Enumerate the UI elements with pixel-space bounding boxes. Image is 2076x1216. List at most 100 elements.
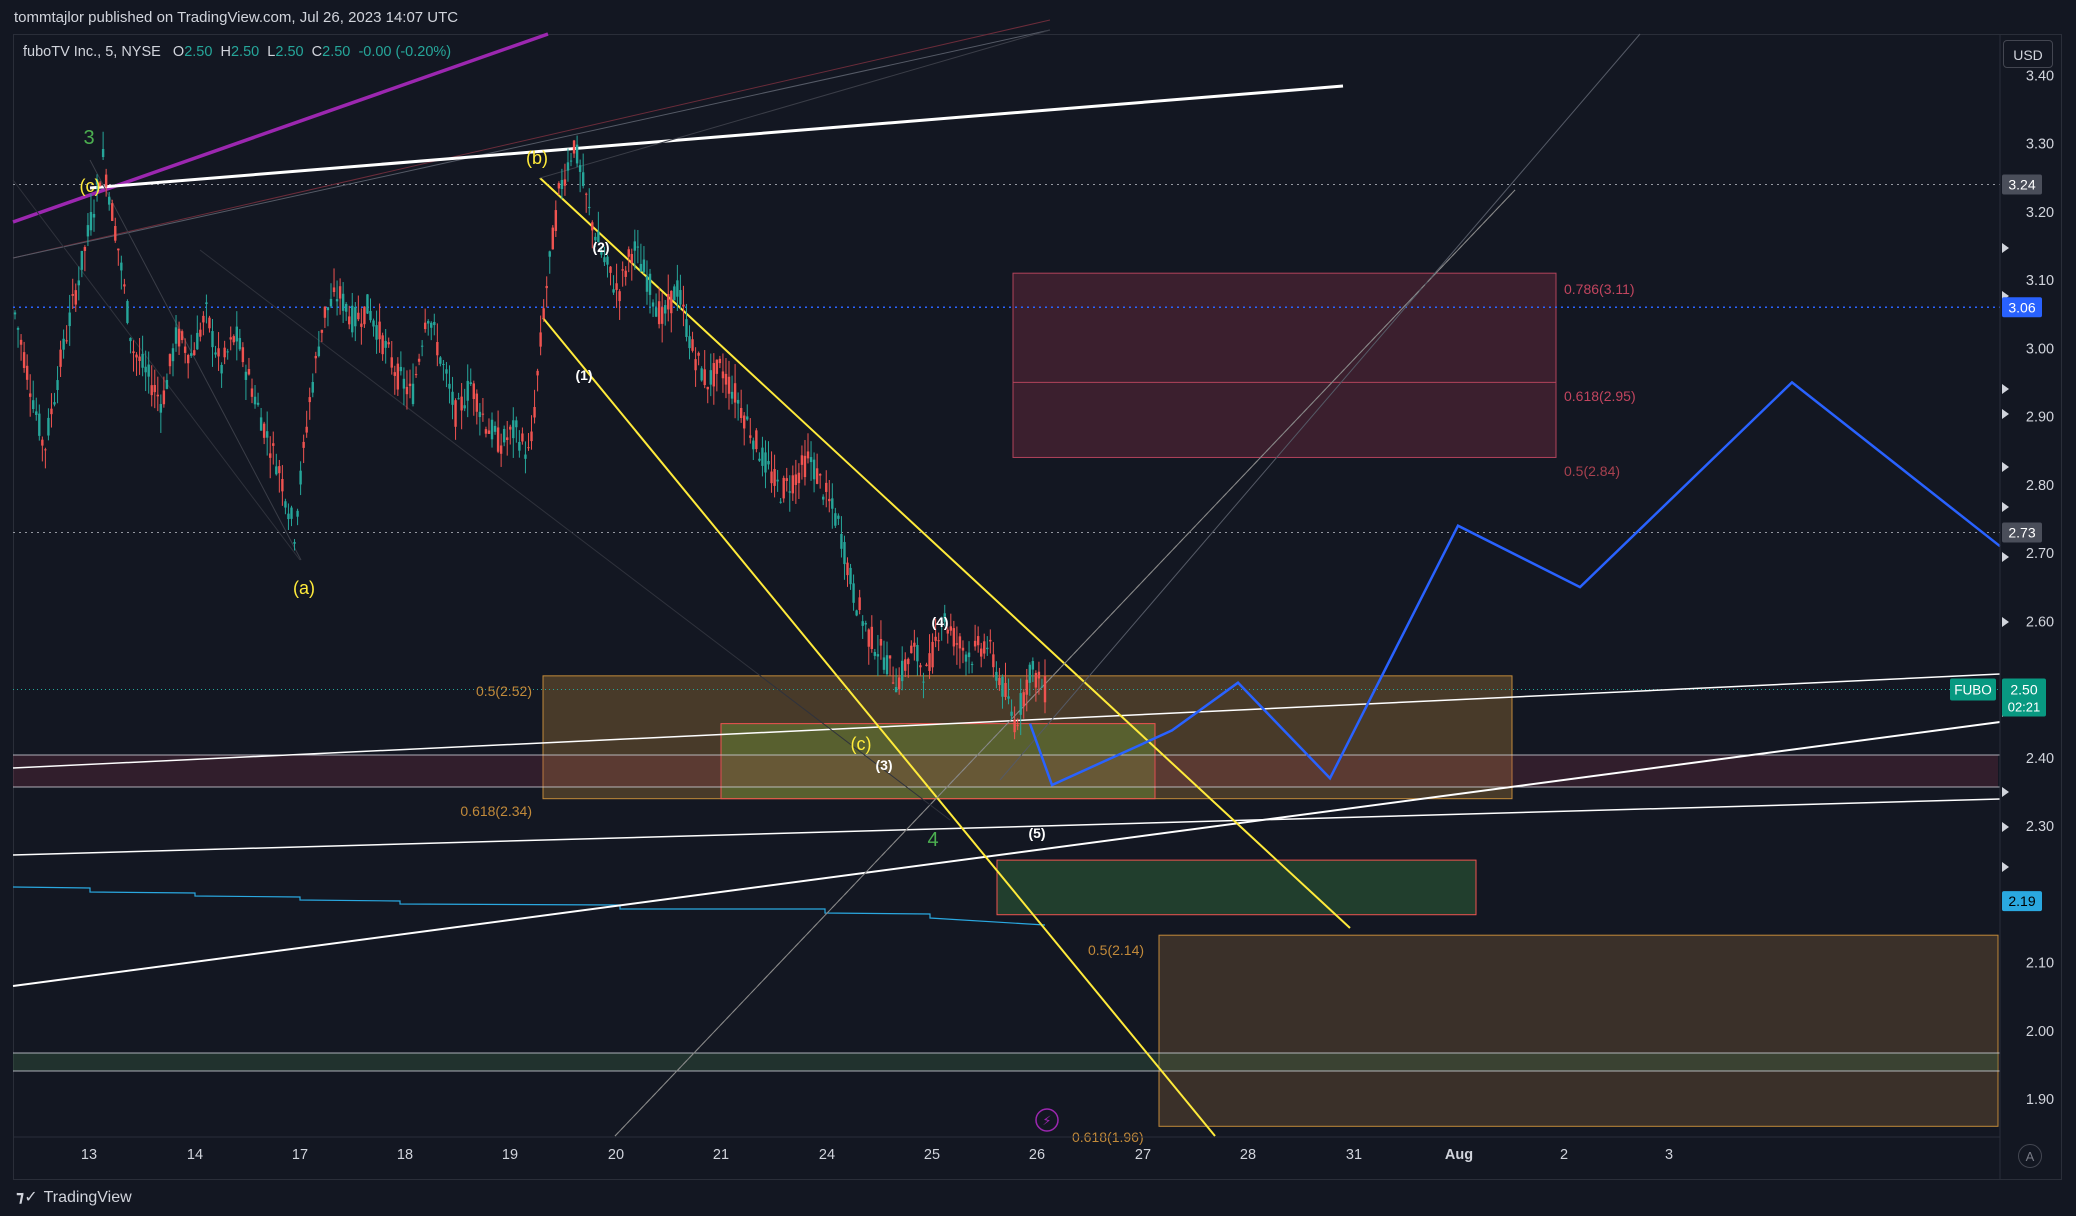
- high-label: H: [220, 44, 231, 60]
- x-tick-label: 26: [1029, 1147, 1045, 1163]
- candle-body: [129, 337, 132, 342]
- candle-body: [32, 400, 35, 410]
- candle-body: [664, 305, 667, 314]
- candle-body: [1037, 671, 1041, 679]
- trend-line: [199, 249, 951, 821]
- candle-body: [654, 307, 658, 317]
- candle-body: [922, 681, 925, 683]
- candle-body: [925, 664, 928, 667]
- candle-body: [293, 542, 296, 544]
- symbol-legend: fuboTV Inc., 5, NYSE O2.50 H2.50 L2.50 C…: [23, 44, 451, 60]
- x-tick-label: 24: [819, 1147, 835, 1163]
- candle-body: [524, 454, 527, 459]
- candle-body: [1004, 682, 1007, 697]
- candle-body: [86, 225, 90, 237]
- trend-lines: [12, 19, 2001, 1137]
- axis-marker: [2002, 822, 2009, 832]
- green-band: [13, 1053, 1998, 1071]
- fib-label: 0.786(3.11): [1564, 281, 1635, 297]
- auto-scale-button[interactable]: A: [2018, 1144, 2042, 1168]
- candle-body: [281, 478, 284, 492]
- candle-body: [430, 322, 433, 328]
- candle-body: [104, 174, 108, 187]
- candle-body: [992, 654, 995, 668]
- axis-marker: [2002, 502, 2009, 512]
- candle-body: [62, 338, 65, 350]
- candle-body: [35, 411, 38, 415]
- candle-body: [998, 677, 1001, 686]
- dashed-diagonal: [614, 189, 1516, 1137]
- candle-body: [594, 236, 597, 241]
- candle-body: [743, 415, 746, 429]
- candle-body: [53, 402, 56, 405]
- candle-body: [569, 160, 573, 162]
- candle-body: [41, 439, 44, 446]
- fib-label: 0.618(2.95): [1564, 388, 1636, 404]
- candle-body: [967, 652, 971, 658]
- y-tick-label: 2.00: [2026, 1024, 2054, 1040]
- axis-marker: [2002, 862, 2009, 872]
- x-tick-label: Aug: [1445, 1147, 1473, 1163]
- candle-body: [597, 231, 600, 243]
- candle-body: [818, 473, 822, 476]
- candle-body: [995, 671, 998, 681]
- candle-body: [673, 286, 676, 301]
- wave-label: 3: [83, 127, 94, 149]
- wave-label: (a): [293, 578, 315, 598]
- candle-body: [1034, 672, 1038, 688]
- candle-body: [1001, 676, 1004, 697]
- candle-body: [445, 369, 448, 374]
- candle-body: [852, 583, 855, 603]
- candle-body: [171, 348, 175, 362]
- candle-body: [627, 249, 630, 257]
- candle-body: [269, 453, 272, 458]
- lightning-icon: [1035, 1108, 1059, 1132]
- candle-body: [803, 455, 807, 478]
- candle-body: [311, 382, 314, 393]
- candle-body: [25, 365, 29, 380]
- candle-body: [314, 355, 317, 359]
- y-tick-label: 1.90: [2026, 1092, 2054, 1108]
- candle-body: [730, 391, 734, 399]
- candle-body: [417, 358, 421, 362]
- candle-body: [262, 423, 266, 438]
- fib-zone: [996, 859, 1477, 916]
- candle-body: [873, 652, 877, 656]
- candle-body: [834, 513, 837, 526]
- price-label-bg: [2002, 522, 2042, 543]
- candle-body: [746, 416, 749, 420]
- candle-body: [1022, 692, 1025, 707]
- candle-body: [232, 336, 235, 343]
- candle-body: [28, 393, 32, 397]
- candle-body: [794, 474, 798, 485]
- candle-body: [138, 356, 141, 362]
- candle-body: [509, 426, 512, 430]
- open-value: 2.50: [184, 44, 213, 60]
- high-value: 2.50: [230, 44, 260, 60]
- candle-body: [80, 250, 84, 270]
- candle-body: [660, 307, 664, 324]
- currency-button[interactable]: USD: [2003, 40, 2053, 68]
- candle-body: [19, 339, 23, 345]
- tradingview-logo[interactable]: ⁊✓ TradingView: [16, 1187, 132, 1207]
- candle-body: [946, 629, 949, 634]
- candle-body: [676, 280, 679, 297]
- candle-body: [776, 479, 779, 482]
- candle-body: [351, 305, 354, 333]
- open-label: O: [172, 44, 185, 60]
- step-line: [12, 886, 1046, 926]
- candle-body: [357, 312, 360, 320]
- candle-body: [150, 385, 153, 396]
- axis-marker: [2002, 384, 2009, 394]
- candle-body: [402, 378, 406, 389]
- chart-frame: [13, 34, 2062, 1180]
- candle-body: [193, 350, 196, 356]
- y-tick-label: 3.00: [2026, 341, 2054, 357]
- candle-body: [1031, 661, 1035, 670]
- candle-body: [767, 461, 770, 465]
- trend-line: [12, 19, 1051, 259]
- x-tick-label: 20: [608, 1147, 624, 1163]
- candle-body: [211, 331, 214, 348]
- candle-body: [244, 371, 248, 380]
